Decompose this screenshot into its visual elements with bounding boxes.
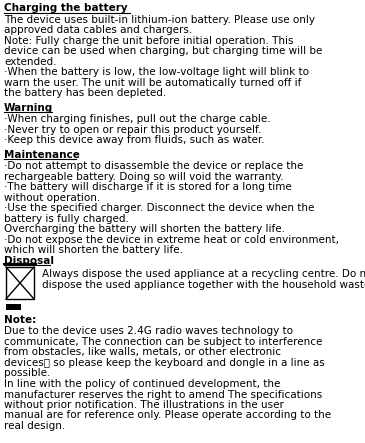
Text: ·Do not expose the device in extreme heat or cold environment,: ·Do not expose the device in extreme hea… (4, 234, 339, 245)
Text: battery is fully charged.: battery is fully charged. (4, 214, 129, 224)
Text: ·The battery will discharge if it is stored for a long time: ·The battery will discharge if it is sto… (4, 182, 292, 192)
Text: ·Do not attempt to disassemble the device or replace the: ·Do not attempt to disassemble the devic… (4, 161, 303, 171)
Bar (6, 304, 22, 310)
Text: The device uses built-in lithium-ion battery. Please use only: The device uses built-in lithium-ion bat… (4, 15, 315, 24)
Text: devices， so please keep the keyboard and dongle in a line as: devices， so please keep the keyboard and… (4, 358, 325, 368)
Text: the battery has been depleted.: the battery has been depleted. (4, 88, 166, 98)
Text: Overcharging the battery will shorten the battery life.: Overcharging the battery will shorten th… (4, 224, 285, 234)
Text: which will shorten the battery life.: which will shorten the battery life. (4, 245, 183, 255)
Text: Due to the device uses 2.4G radio waves technology to: Due to the device uses 2.4G radio waves … (4, 326, 293, 337)
Text: Warning: Warning (4, 102, 53, 113)
Text: In line with the policy of continued development, the: In line with the policy of continued dev… (4, 379, 280, 389)
Text: Note: Fully charge the unit before initial operation. This: Note: Fully charge the unit before initi… (4, 35, 293, 46)
Text: real design.: real design. (4, 421, 65, 431)
Text: Maintenance: Maintenance (4, 149, 80, 159)
Text: Note:: Note: (4, 315, 36, 325)
Text: Charging the battery: Charging the battery (4, 3, 128, 13)
Text: approved data cables and chargers.: approved data cables and chargers. (4, 25, 192, 35)
Text: possible.: possible. (4, 369, 50, 378)
Text: warn the user. The unit will be automatically turned off if: warn the user. The unit will be automati… (4, 78, 301, 88)
Text: Disposal: Disposal (4, 256, 54, 265)
Text: ·Never try to open or repair this product yourself.: ·Never try to open or repair this produc… (4, 124, 261, 135)
Text: manufacturer reserves the right to amend The specifications: manufacturer reserves the right to amend… (4, 389, 322, 400)
Text: ·Use the specified charger. Disconnect the device when the: ·Use the specified charger. Disconnect t… (4, 203, 314, 213)
Text: without prior notification. The illustrations in the user: without prior notification. The illustra… (4, 400, 284, 410)
Text: ·When charging finishes, pull out the charge cable.: ·When charging finishes, pull out the ch… (4, 114, 270, 124)
Text: manual are for reference only. Please operate according to the: manual are for reference only. Please op… (4, 411, 331, 420)
Text: rechargeable battery. Doing so will void the warranty.: rechargeable battery. Doing so will void… (4, 171, 284, 182)
Text: communicate, The connection can be subject to interference: communicate, The connection can be subje… (4, 337, 322, 347)
Text: from obstacles, like walls, metals, or other electronic: from obstacles, like walls, metals, or o… (4, 347, 281, 358)
Text: extended.: extended. (4, 57, 57, 66)
Text: ·Keep this device away from fluids, such as water.: ·Keep this device away from fluids, such… (4, 135, 265, 145)
Text: dispose the used appliance together with the household waste.: dispose the used appliance together with… (42, 280, 365, 289)
Text: device can be used when charging, but charging time will be: device can be used when charging, but ch… (4, 46, 322, 56)
Text: Always dispose the used appliance at a recycling centre. Do not: Always dispose the used appliance at a r… (42, 269, 365, 279)
Text: ·When the battery is low, the low-voltage light will blink to: ·When the battery is low, the low-voltag… (4, 67, 309, 77)
Text: without operation.: without operation. (4, 193, 100, 202)
